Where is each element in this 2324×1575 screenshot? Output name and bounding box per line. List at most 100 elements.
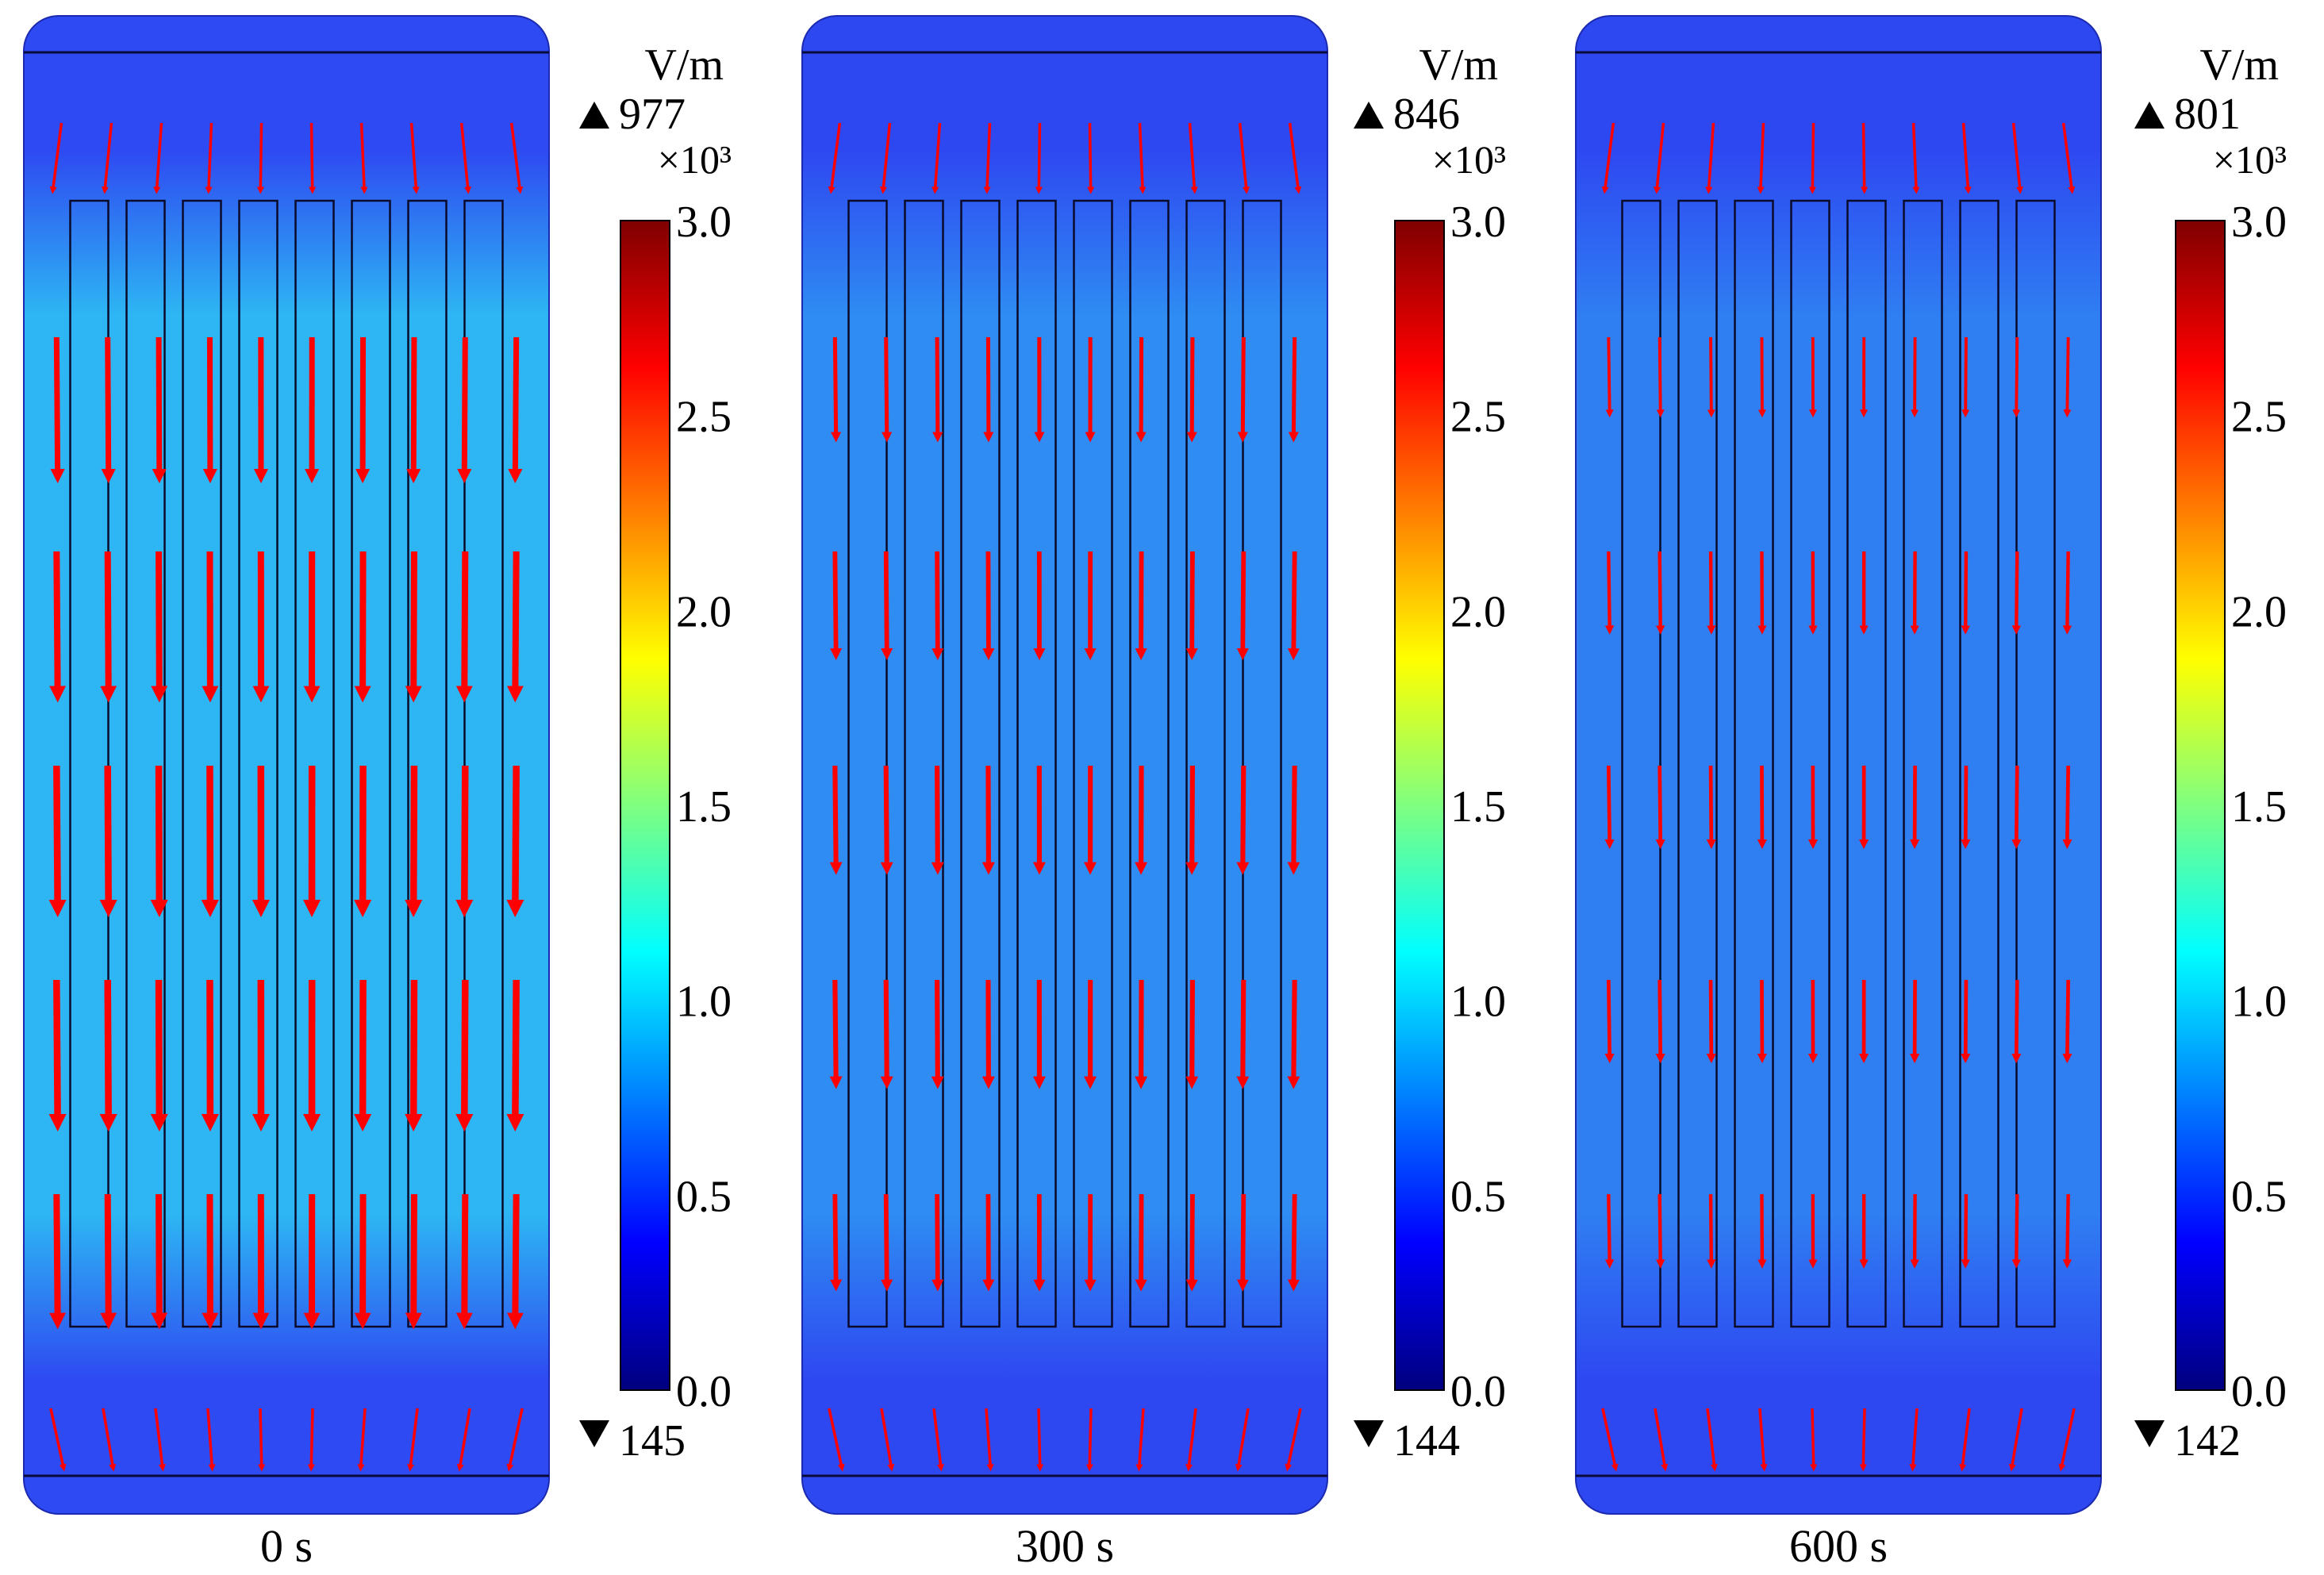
field-arrow — [205, 122, 213, 194]
field-arrow — [405, 551, 422, 703]
field-arrow — [455, 551, 473, 703]
field-arrow — [2012, 336, 2021, 418]
field-arrow — [1036, 1408, 1044, 1472]
colorbar-tick-label: 3.0 — [1450, 198, 1506, 247]
field-arrow — [101, 336, 116, 484]
strip-outline — [1790, 199, 1830, 1328]
colorbar-tick-label: 0.0 — [676, 1367, 732, 1416]
strip-outline — [1129, 199, 1170, 1328]
field-arrow — [1235, 1408, 1250, 1472]
strip-outline — [125, 199, 166, 1328]
strip-outline — [847, 199, 888, 1328]
scale-label: ×10³ — [658, 137, 732, 182]
field-arrow — [1285, 1408, 1302, 1472]
strip-outline — [407, 199, 448, 1328]
field-arrow — [2011, 551, 2022, 635]
strip-outline — [2015, 199, 2056, 1328]
field-arrow — [2011, 979, 2022, 1064]
field-arrow — [1185, 979, 1199, 1089]
field-arrow — [508, 336, 523, 484]
unit-label: V/m — [1419, 40, 1498, 90]
colorbar-tick-label: 1.5 — [1450, 782, 1506, 832]
field-arrow — [1653, 122, 1665, 194]
field-arrow — [882, 336, 893, 443]
field-arrow — [48, 979, 67, 1132]
field-arrow — [1959, 1408, 1971, 1472]
field-arrow — [153, 122, 163, 194]
field-arrow — [1185, 1193, 1198, 1292]
colorbar-tick-label: 0.0 — [2231, 1367, 2287, 1416]
field-arrow — [1188, 122, 1198, 194]
field-arrow — [932, 1193, 944, 1292]
field-arrow — [1135, 1408, 1145, 1472]
colorbar-tick-label: 0.5 — [676, 1172, 732, 1221]
colorbar-gradient — [620, 220, 670, 1391]
field-arrow — [1859, 1408, 1867, 1472]
colorbar-gradient — [1394, 220, 1445, 1391]
field-arrow — [1961, 122, 1972, 194]
min-value-label: 145 — [619, 1416, 686, 1466]
colorbar: 3.0 2.5 2.0 1.5 1.0 0.5 0.0 — [2175, 198, 2287, 1416]
field-arrow — [99, 979, 117, 1132]
field-arrow — [2062, 1193, 2072, 1269]
field-arrow — [49, 551, 66, 703]
max-triangle-icon — [579, 102, 609, 129]
field-arrow — [1654, 1408, 1669, 1472]
field-arrow — [506, 979, 524, 1132]
field-arrow — [1601, 122, 1615, 194]
field-arrow — [1655, 1193, 1665, 1269]
time-label: 600 s — [1789, 1520, 1888, 1572]
field-arrow — [1604, 979, 1615, 1064]
field-arrow — [2061, 122, 2076, 194]
scale-label: ×10³ — [2213, 137, 2287, 182]
field-arrow — [1810, 1408, 1818, 1472]
field-arrow — [880, 765, 893, 875]
field-arrow — [1961, 336, 1970, 418]
field-arrow — [1185, 551, 1198, 661]
field-arrow — [1605, 336, 1614, 418]
field-arrow — [881, 1193, 893, 1292]
field-arrow — [405, 979, 423, 1132]
colorbar-tick-label: 0.0 — [1450, 1367, 1506, 1416]
field-arrow — [1287, 979, 1300, 1089]
strip-outline — [1073, 199, 1113, 1328]
field-arrow — [1961, 1193, 1970, 1269]
field-arrow — [985, 1408, 994, 1472]
colorbar-tick-label: 3.0 — [676, 198, 732, 247]
field-arrow — [2011, 765, 2022, 850]
colorbar: 3.0 2.5 2.0 1.5 1.0 0.5 0.0 — [1394, 198, 1506, 1416]
field-arrow — [1604, 551, 1615, 635]
field-arrow — [1655, 979, 1665, 1064]
field-arrow — [456, 1408, 471, 1472]
field-arrow — [309, 122, 317, 194]
strip-outline — [69, 199, 109, 1328]
field-arrow — [1757, 122, 1765, 194]
max-triangle-icon — [1354, 102, 1384, 129]
field-arrow — [931, 979, 944, 1089]
field-arrow — [932, 1408, 944, 1472]
scale-label: ×10³ — [1432, 137, 1506, 182]
field-arrow — [405, 765, 423, 918]
colorbar-tick-label: 2.0 — [676, 587, 732, 636]
field-arrow — [983, 122, 992, 194]
domain-region — [23, 15, 550, 1515]
field-arrow — [2058, 1408, 2076, 1472]
field-arrow — [2062, 979, 2072, 1064]
max-value-label: 846 — [1393, 90, 1460, 139]
field-arrow — [2011, 1193, 2022, 1269]
field-arrow — [1911, 122, 1920, 194]
colorbar-tick-label: 1.0 — [1450, 978, 1506, 1027]
field-arrow — [455, 1193, 473, 1330]
field-arrow — [49, 122, 63, 194]
strip-outline — [1185, 199, 1226, 1328]
domain-region — [801, 15, 1328, 1515]
field-arrow — [256, 122, 264, 194]
strip-outline — [1846, 199, 1887, 1328]
colorbar-tick-label: 2.5 — [2231, 393, 2287, 442]
max-triangle-icon — [2134, 102, 2165, 129]
field-arrow — [881, 551, 893, 661]
colorbar-tick-label: 2.5 — [1450, 393, 1506, 442]
unit-label: V/m — [2199, 40, 2279, 90]
field-arrow — [1185, 1408, 1197, 1472]
